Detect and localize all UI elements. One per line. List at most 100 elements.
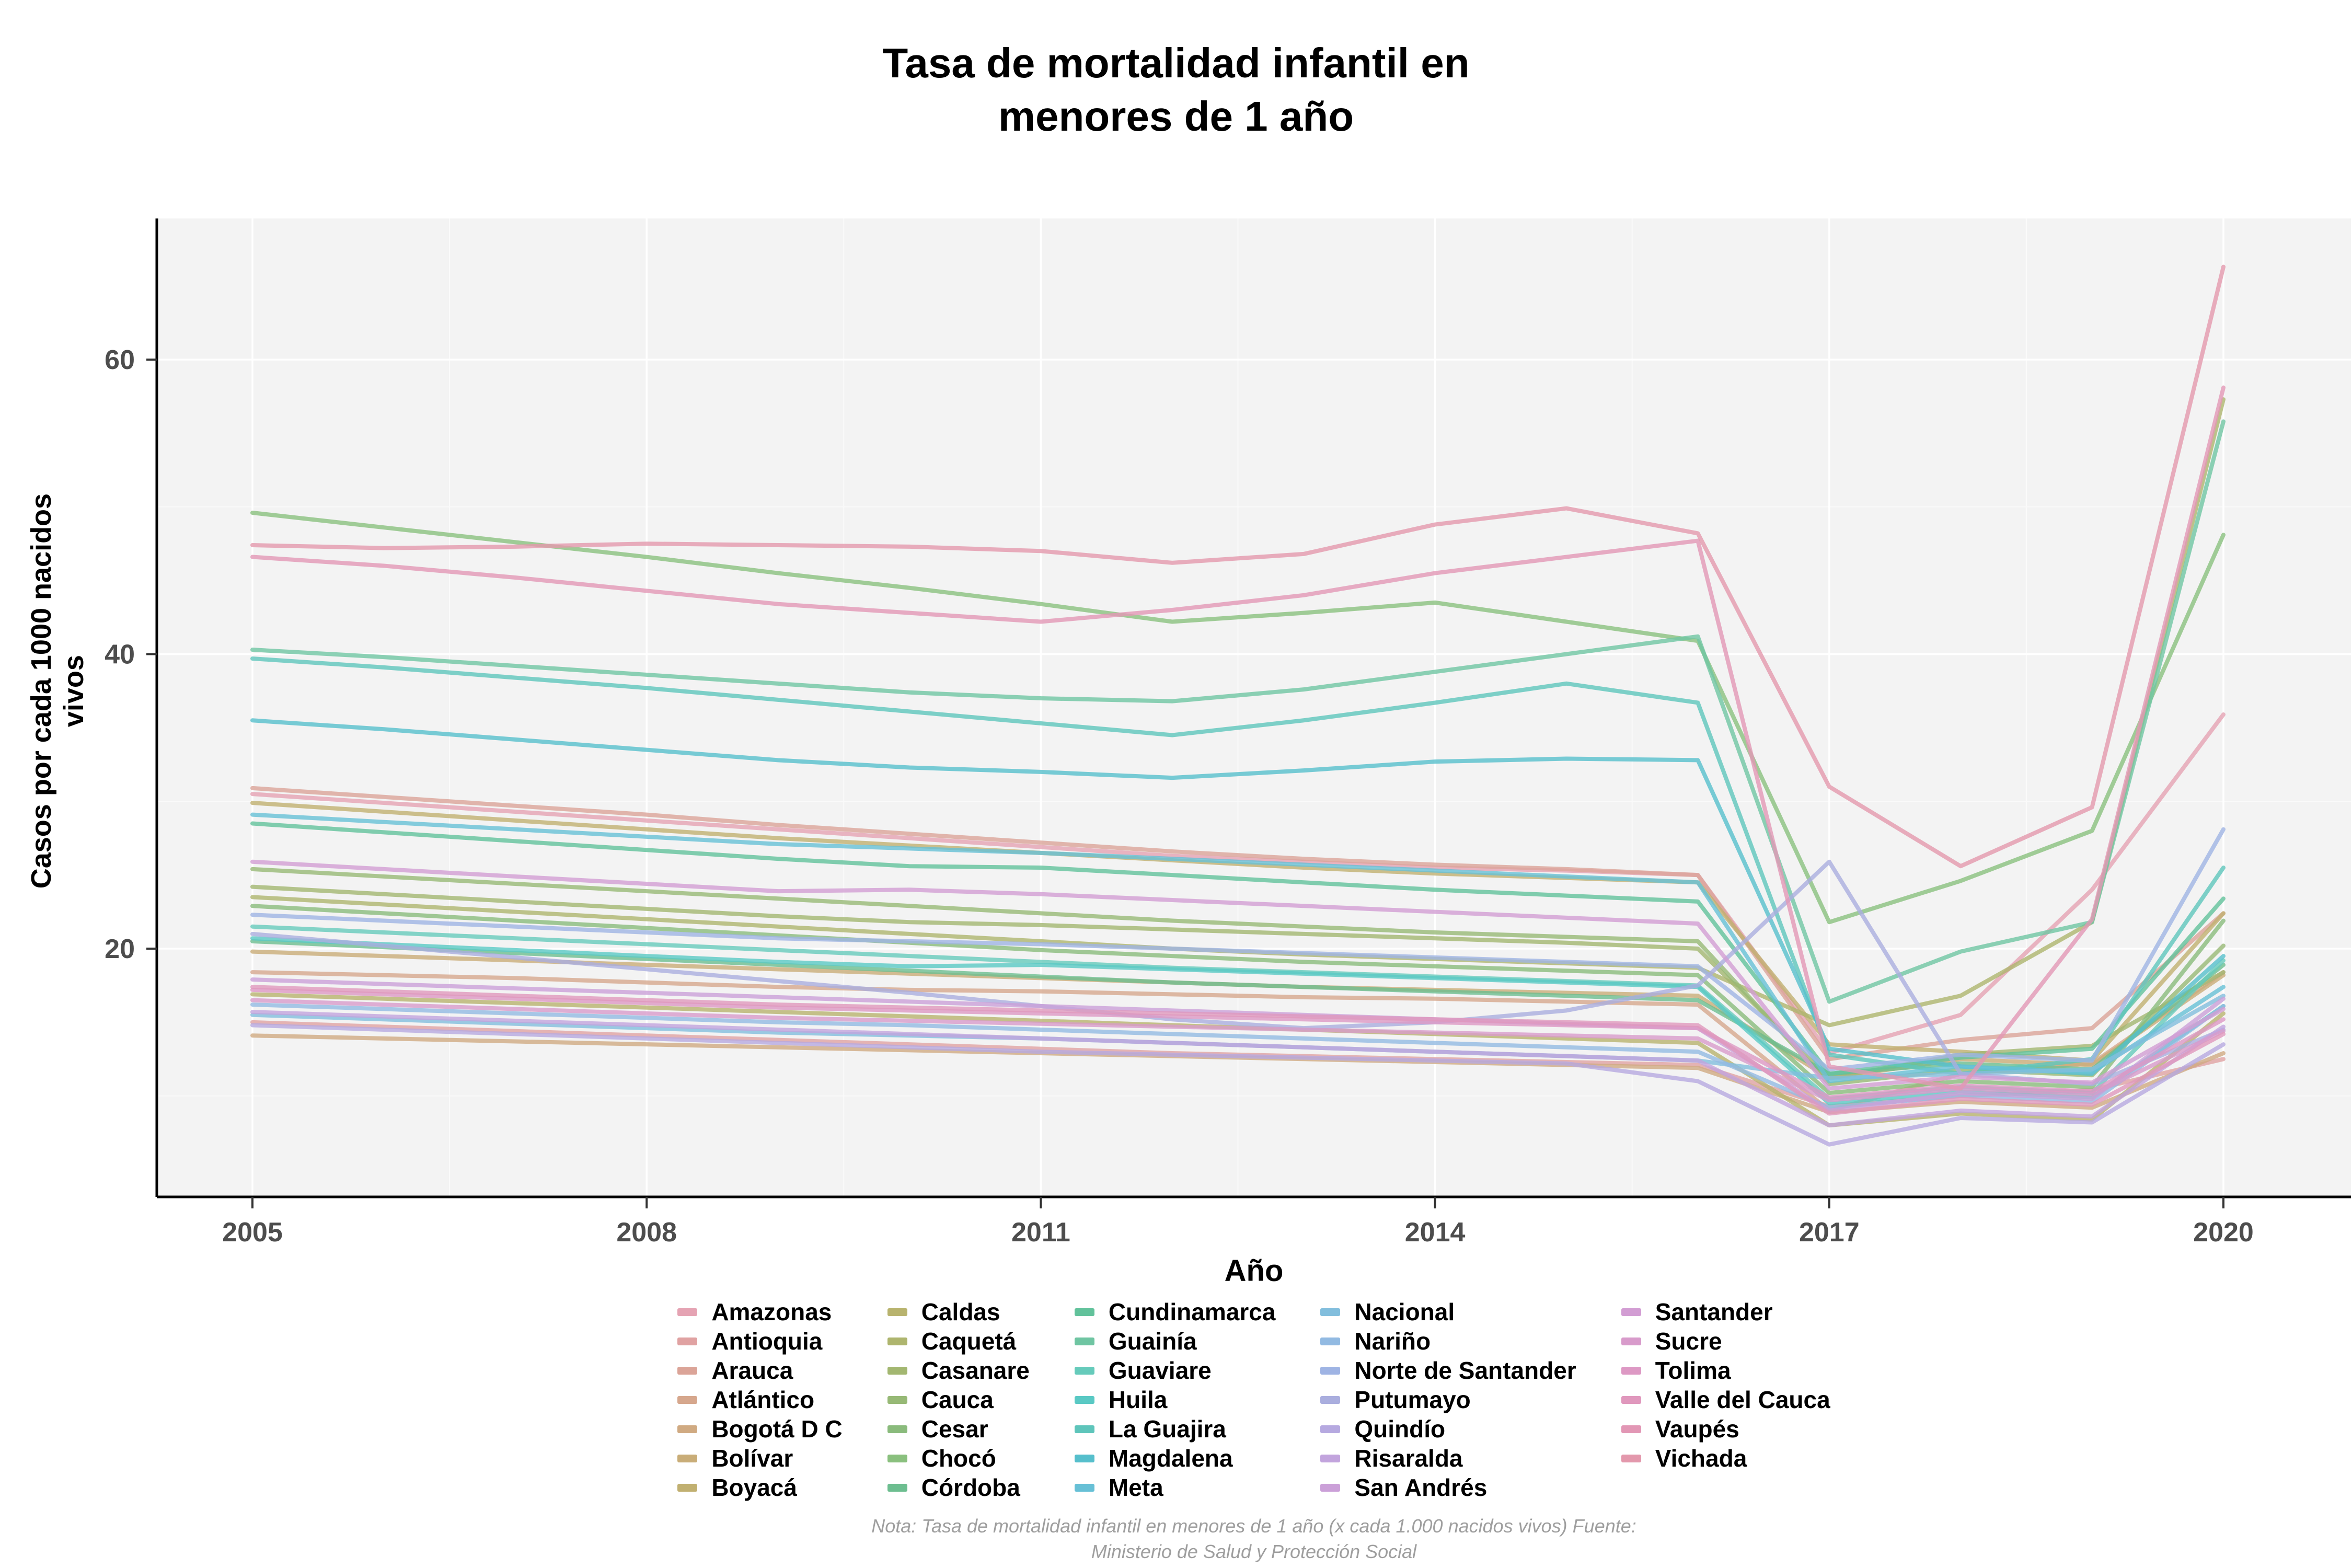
series-line-valle-del-cauca	[250, 985, 2226, 1116]
legend-item-arauca: Arauca	[677, 1356, 842, 1385]
series-line-tolima	[250, 987, 2226, 1100]
plot-area: 20 40 60 2005 2008 2011 2014 2017 2020	[105, 218, 2351, 1248]
legend-label: Bolívar	[711, 1445, 793, 1472]
chart-title-line1: Tasa de mortalidad infantil en	[882, 40, 1470, 86]
x-tick-label: 2020	[2193, 1217, 2254, 1248]
legend-item-bolívar: Bolívar	[677, 1444, 842, 1473]
legend-swatch-icon	[677, 1337, 698, 1345]
legend-label: Casanare	[921, 1357, 1030, 1384]
legend-label: Bogotá D C	[711, 1415, 843, 1443]
series-line-meta	[250, 812, 2226, 1083]
legend-item-vaupés: Vaupés	[1621, 1414, 1830, 1444]
legend-column: Santander Sucre Tolima Valle del Cauca Vaupé…	[1621, 1297, 1830, 1473]
x-axis-title: Año	[1224, 1254, 1284, 1288]
caption-line1: Nota: Tasa de mortalidad infantil en men…	[871, 1515, 1636, 1537]
x-tick-label: 2014	[1405, 1217, 1466, 1248]
legend-label: Putumayo	[1354, 1386, 1471, 1413]
series-line-la-guajira	[250, 656, 2226, 1076]
legend-swatch-icon	[1074, 1308, 1094, 1316]
series-line-santander	[250, 859, 2226, 1091]
legend-label: San Andrés	[1354, 1474, 1488, 1501]
chart-title-line2: menores de 1 año	[998, 93, 1354, 140]
legend: Amazonas Antioquia Arauca Atlántico Bogotá D…	[157, 1297, 2351, 1502]
x-tick-label: 2005	[222, 1217, 283, 1248]
legend-swatch-icon	[1074, 1396, 1094, 1404]
legend-swatch-icon	[1621, 1308, 1641, 1316]
legend-label: Caquetá	[921, 1328, 1017, 1355]
legend-swatch-icon	[887, 1308, 907, 1316]
legend-label: Quindío	[1354, 1415, 1446, 1443]
legend-item-tolima: Tolima	[1621, 1356, 1830, 1385]
legend-label: Tolima	[1655, 1357, 1731, 1384]
legend-item-boyacá: Boyacá	[677, 1473, 842, 1502]
legend-swatch-icon	[1074, 1366, 1094, 1375]
legend-item-nariño: Nariño	[1320, 1327, 1576, 1356]
series-line-san-andrés	[250, 977, 2226, 1113]
series-line-magdalena	[250, 718, 2226, 1076]
y-tick-label: 60	[105, 345, 135, 375]
legend-swatch-icon	[887, 1425, 907, 1433]
legend-item-cundinamarca: Cundinamarca	[1074, 1297, 1276, 1327]
legend-column: Caldas Caquetá Casanare Cauca Cesar Chocó Córd…	[887, 1297, 1030, 1502]
series-line-vichada	[250, 264, 2226, 869]
legend-label: Arauca	[711, 1357, 793, 1384]
legend-swatch-icon	[1074, 1425, 1094, 1433]
legend-label: Atlántico	[711, 1386, 815, 1413]
legend-item-caldas: Caldas	[887, 1297, 1030, 1327]
legend-item-caquetá: Caquetá	[887, 1327, 1030, 1356]
legend-item-putumayo: Putumayo	[1320, 1385, 1576, 1414]
legend-item-meta: Meta	[1074, 1473, 1276, 1502]
legend-item-córdoba: Córdoba	[887, 1473, 1030, 1502]
legend-label: Vaupés	[1655, 1415, 1739, 1443]
legend-item-quindío: Quindío	[1320, 1414, 1576, 1444]
series-line-putumayo	[250, 859, 2226, 1087]
legend-label: Vichada	[1655, 1445, 1747, 1472]
legend-swatch-icon	[677, 1454, 698, 1462]
series-line-cesar	[250, 904, 2226, 1096]
legend-label: Guainía	[1108, 1328, 1197, 1355]
series-line-boyacá	[250, 801, 2226, 1063]
legend-label: Risaralda	[1354, 1445, 1463, 1472]
legend-item-vichada: Vichada	[1621, 1444, 1830, 1473]
legend-swatch-icon	[1320, 1366, 1341, 1375]
legend-label: Córdoba	[921, 1474, 1020, 1501]
legend-swatch-icon	[1320, 1425, 1341, 1433]
legend-column: Amazonas Antioquia Arauca Atlántico Bogotá D…	[677, 1297, 843, 1502]
legend-swatch-icon	[1621, 1396, 1641, 1404]
y-axis-title: Casos por cada 1000 nacidos vivos	[25, 493, 89, 889]
legend-label: Chocó	[921, 1445, 996, 1472]
legend-swatch-icon	[677, 1396, 698, 1404]
caption-line2: Ministerio de Salud y Protección Social	[1091, 1540, 1417, 1562]
legend-label: La Guajira	[1108, 1415, 1226, 1443]
series-line-guainía	[250, 419, 2226, 1004]
legend-label: Amazonas	[711, 1298, 832, 1325]
legend-item-chocó: Chocó	[887, 1444, 1030, 1473]
legend-swatch-icon	[677, 1483, 698, 1492]
legend-label: Boyacá	[711, 1474, 797, 1501]
legend-item-guaviare: Guaviare	[1074, 1356, 1276, 1385]
legend-label: Cauca	[921, 1386, 994, 1413]
legend-label: Valle del Cauca	[1655, 1386, 1830, 1413]
legend-swatch-icon	[887, 1483, 907, 1492]
legend-swatch-icon	[677, 1308, 698, 1316]
y-tick-label: 40	[105, 640, 135, 670]
legend-swatch-icon	[1074, 1483, 1094, 1492]
x-tick-label: 2017	[1799, 1217, 1860, 1248]
legend-swatch-icon	[887, 1337, 907, 1345]
legend-item-magdalena: Magdalena	[1074, 1444, 1276, 1473]
legend-label: Norte de Santander	[1354, 1357, 1576, 1384]
legend-swatch-icon	[887, 1454, 907, 1462]
legend-item-norte-de-santander: Norte de Santander	[1320, 1356, 1576, 1385]
legend-swatch-icon	[1074, 1454, 1094, 1462]
legend-label: Cundinamarca	[1108, 1298, 1276, 1325]
legend-item-risaralda: Risaralda	[1320, 1444, 1576, 1473]
chart-title: Tasa de mortalidad infantil en menores d…	[0, 37, 2352, 144]
legend-label: Antioquia	[711, 1328, 823, 1355]
legend-item-cauca: Cauca	[887, 1385, 1030, 1414]
legend-swatch-icon	[1621, 1366, 1641, 1375]
legend-column: Nacional Nariño Norte de Santander Putumayo…	[1320, 1297, 1576, 1502]
legend-label: Huila	[1108, 1386, 1168, 1413]
legend-item-amazonas: Amazonas	[677, 1297, 842, 1327]
legend-label: Magdalena	[1108, 1445, 1233, 1472]
